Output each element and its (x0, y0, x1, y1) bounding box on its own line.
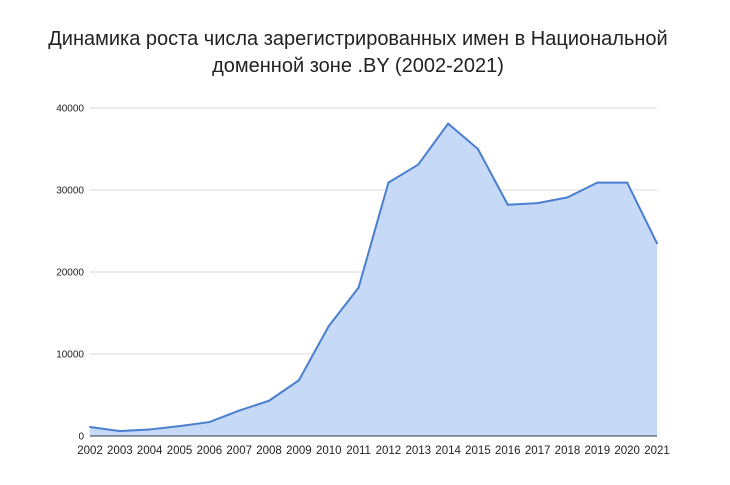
area-fill (90, 123, 657, 436)
data-point-2003 (118, 430, 121, 433)
data-point-2008 (268, 399, 271, 402)
data-point-2007 (238, 409, 241, 412)
x-tick-label: 2007 (226, 445, 252, 457)
x-tick-label: 2015 (465, 445, 491, 457)
x-tick-label: 2005 (167, 445, 193, 457)
x-tick-label: 2014 (435, 445, 461, 457)
data-point-2018 (566, 196, 569, 199)
data-point-2013 (417, 163, 420, 166)
data-point-2016 (506, 203, 509, 206)
data-point-2010 (327, 325, 330, 328)
series-line (89, 122, 658, 433)
data-point-2015 (476, 148, 479, 150)
data-point-2004 (148, 428, 151, 431)
x-tick-label: 2003 (107, 445, 133, 457)
x-tick-label: 2004 (137, 445, 163, 457)
y-tick-label: 0 (78, 432, 84, 443)
x-tick-label: 2021 (644, 445, 670, 457)
data-point-2021 (656, 242, 658, 245)
chart-title-line-2: доменной зоне .BY (2002-2021) (212, 55, 504, 77)
x-tick-label: 2016 (495, 445, 521, 457)
data-point-2009 (297, 379, 300, 382)
x-tick-label: 2008 (256, 445, 282, 457)
y-axis-ticks: 0 10000 20000 30000 40000 (56, 104, 84, 443)
data-point-2011 (357, 286, 360, 289)
y-tick-label: 40000 (56, 104, 84, 115)
x-tick-label: 2017 (525, 445, 551, 457)
chart-title-line-1: Динамика роста числа зарегистрированных … (48, 28, 668, 50)
x-tick-label: 2018 (555, 445, 581, 457)
data-point-2006 (208, 421, 211, 424)
data-point-2019 (596, 181, 599, 184)
data-point-2014 (447, 122, 450, 125)
data-point-2012 (387, 181, 390, 184)
x-tick-label: 2009 (286, 445, 312, 457)
y-tick-label: 30000 (56, 186, 84, 197)
x-axis-ticks: 2002 2003 2004 2005 2006 2007 2008 2009 2010 2011… (77, 445, 670, 457)
y-tick-label: 20000 (56, 268, 84, 279)
x-tick-label: 2006 (197, 445, 223, 457)
data-point-2017 (536, 202, 539, 205)
chart-title: Динамика роста числа зарегистрированных … (0, 26, 716, 80)
data-point-2002 (89, 425, 91, 428)
y-tick-label: 10000 (56, 350, 84, 361)
x-tick-label: 2010 (316, 445, 342, 457)
x-tick-label: 2012 (376, 445, 402, 457)
x-tick-label: 2013 (405, 445, 431, 457)
x-tick-label: 2002 (77, 445, 103, 457)
data-point-2020 (626, 181, 629, 184)
data-point-2005 (178, 425, 181, 428)
x-tick-label: 2019 (585, 445, 611, 457)
x-tick-label: 2020 (614, 445, 640, 457)
x-tick-label: 2011 (346, 445, 371, 457)
